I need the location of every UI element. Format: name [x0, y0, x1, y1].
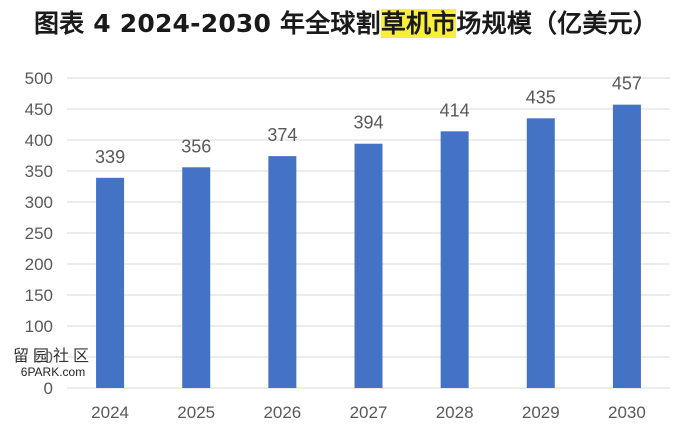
- y-tick-label: 200: [25, 255, 53, 274]
- y-tick-label: 250: [25, 224, 53, 243]
- bar: [96, 177, 125, 388]
- data-label: 394: [353, 113, 383, 133]
- bar: [612, 104, 641, 388]
- x-tick-label: 2029: [522, 403, 560, 422]
- data-label: 457: [612, 74, 642, 94]
- y-axis-ticks: 0 50 100 150 200 250 300 350 400 450 500: [25, 69, 53, 398]
- y-tick-label: 100: [25, 317, 53, 336]
- chart-title-prefix: 图表 4 2024-2030 年全球割: [33, 9, 381, 38]
- y-tick-label: 0: [44, 379, 53, 398]
- chart-title: 图表 4 2024-2030 年全球割草机市场规模（亿美元）: [0, 4, 692, 40]
- x-tick-label: 2028: [436, 403, 474, 422]
- data-label: 356: [181, 136, 211, 156]
- data-label: 414: [440, 100, 470, 120]
- y-tick-label: 150: [25, 286, 53, 305]
- bar-chart: 0 50 100 150 200 250 300 350 400 450 500 339 356 374…: [25, 69, 670, 422]
- x-tick-label: 2024: [91, 403, 129, 422]
- bar: [440, 131, 469, 388]
- y-tick-label: 450: [25, 100, 53, 119]
- bar: [182, 167, 211, 388]
- chart-area: 0 50 100 150 200 250 300 350 400 450 500 339 356 374…: [0, 56, 692, 443]
- x-tick-label: 2025: [177, 403, 215, 422]
- x-tick-label: 2026: [263, 403, 301, 422]
- data-labels: 339 356 374 394 414 435 457: [95, 74, 642, 167]
- y-tick-label: 350: [25, 162, 53, 181]
- data-label: 374: [267, 125, 297, 145]
- chart-title-highlight: 草机市: [380, 9, 457, 38]
- x-axis-ticks: 2024 2025 2026 2027 2028 2029 2030: [91, 403, 646, 422]
- chart-title-suffix: 场规模（亿美元）: [456, 9, 659, 38]
- bar: [526, 118, 555, 389]
- x-tick-label: 2030: [608, 403, 646, 422]
- data-label: 435: [526, 87, 556, 107]
- y-tick-label: 50: [34, 348, 53, 367]
- y-tick-label: 300: [25, 193, 53, 212]
- bar: [354, 143, 383, 388]
- bars: [96, 104, 641, 389]
- y-tick-label: 400: [25, 131, 53, 150]
- data-label: 339: [95, 147, 125, 167]
- x-tick-label: 2027: [350, 403, 388, 422]
- y-tick-label: 500: [25, 69, 53, 88]
- bar: [268, 156, 297, 388]
